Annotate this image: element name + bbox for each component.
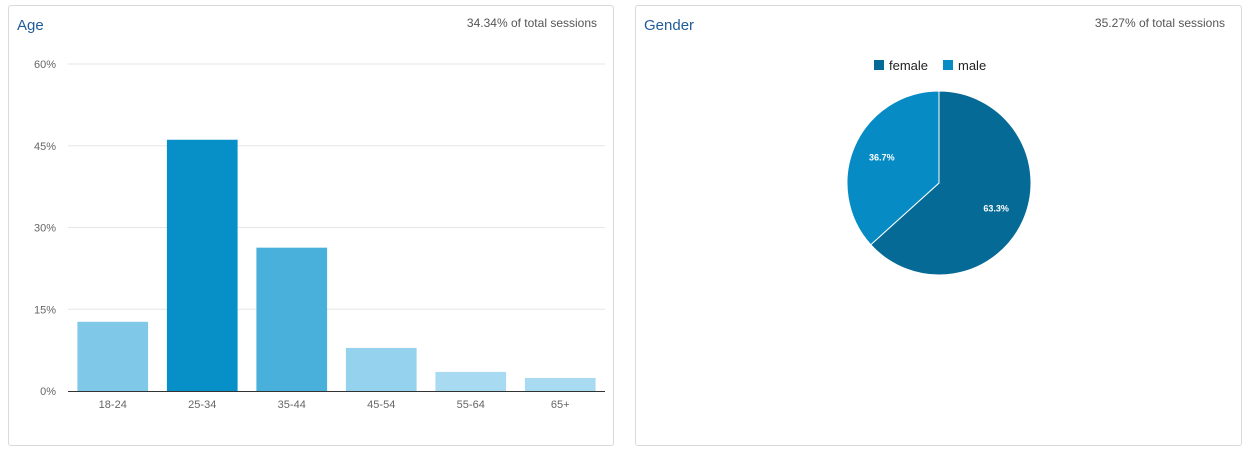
y-tick-label: 30% — [34, 223, 56, 235]
pie-slice-female[interactable] — [870, 90, 1032, 276]
bar-25-34[interactable] — [166, 139, 238, 391]
legend-label-female[interactable]: female — [889, 58, 928, 73]
x-tick-label: 45-54 — [367, 399, 395, 411]
x-tick-label: 35-44 — [278, 399, 306, 411]
age-bar-chart: 0% 15% 30% 45% 60% 18-24 25-34 35-44 45-54 55-64 6… — [34, 59, 605, 411]
y-tick-label: 60% — [34, 59, 56, 71]
legend-swatch-female — [874, 60, 884, 70]
x-tick-label: 18-24 — [99, 399, 127, 411]
y-tick-label: 15% — [34, 304, 56, 316]
gender-sessions-note: 35.27% of total sessions — [1094, 16, 1225, 30]
bar-65+[interactable] — [524, 377, 596, 391]
legend-label-male[interactable]: male — [958, 58, 986, 73]
x-tick-label: 55-64 — [457, 399, 485, 411]
age-sessions-note: 34.34% of total sessions — [466, 16, 597, 30]
bar-45-54[interactable] — [345, 347, 417, 391]
bar-18-24[interactable] — [77, 321, 149, 391]
age-chart-title[interactable]: Age — [17, 17, 44, 34]
bar-35-44[interactable] — [256, 247, 328, 391]
gender-chart-panel: Gender 35.27% of total sessions female ma… — [635, 5, 1242, 446]
bar-55-64[interactable] — [435, 371, 507, 391]
age-chart-panel: Age 34.34% of total sessions 0% 15% 30% 45%… — [8, 5, 614, 446]
y-tick-label: 0% — [40, 386, 56, 398]
x-tick-label: 65+ — [551, 399, 570, 411]
x-tick-label: 25-34 — [188, 399, 216, 411]
y-tick-label: 45% — [34, 141, 56, 153]
gender-chart-title[interactable]: Gender — [644, 17, 695, 34]
pie-slice-label-female: 63.3% — [983, 203, 1009, 213]
gender-pie-chart: female male 63.3% 36.7% — [846, 58, 1032, 276]
pie-slice-male[interactable] — [846, 90, 940, 246]
pie-slice-label-male: 36.7% — [869, 153, 895, 163]
legend-swatch-male — [943, 60, 953, 70]
